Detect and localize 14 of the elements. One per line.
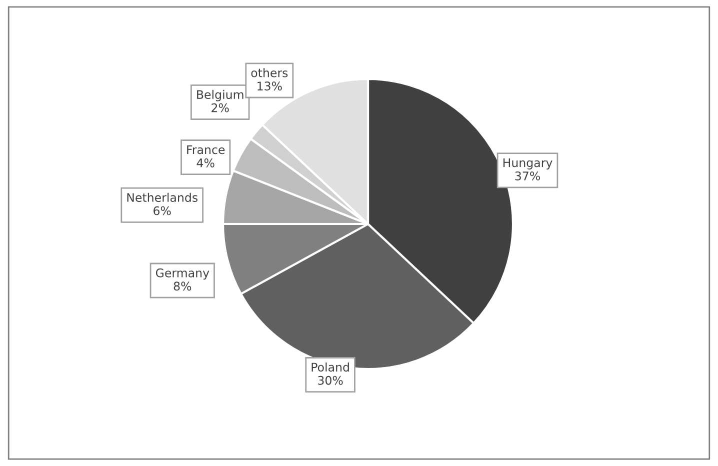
slice-label: France [187, 145, 225, 154]
data-label: 6% [154, 206, 171, 216]
data-label: 4% [196, 158, 214, 168]
data-label: 13% [258, 82, 282, 90]
slice-label: Germany [156, 268, 210, 280]
data-label: 30% [318, 376, 343, 385]
slice-label: Netherlands [127, 192, 198, 202]
slice-label: Hungary [503, 158, 552, 170]
slice-label: Belgium [197, 90, 244, 102]
data-label: 2% [212, 103, 229, 112]
data-label: 37% [515, 171, 540, 180]
slice-label: others [251, 68, 288, 78]
data-label: 8% [174, 282, 192, 291]
slice-label: Poland [312, 362, 349, 372]
